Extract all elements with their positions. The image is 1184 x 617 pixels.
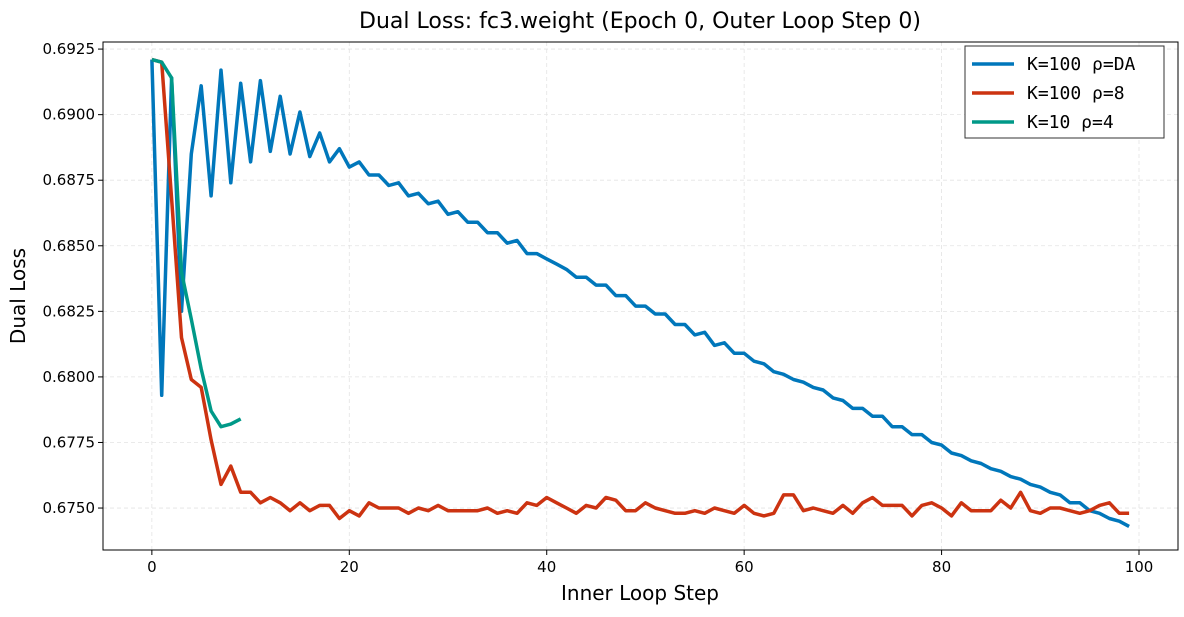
series-lines: [150, 57, 1130, 528]
y-tick-label: 0.6800: [43, 368, 96, 386]
x-tick-label: 20: [340, 558, 359, 576]
y-tick-label: 0.6850: [43, 237, 96, 255]
y-tick-label: 0.6775: [43, 433, 96, 451]
y-tick-label: 0.6875: [43, 171, 96, 189]
y-tick-label: 0.6900: [43, 106, 96, 124]
x-tick-label: 60: [735, 558, 754, 576]
legend-label: K=10 ρ=4: [1027, 112, 1114, 133]
x-axis-ticks: 0 20 40 60 80 100: [147, 550, 1153, 576]
x-axis-label: Inner Loop Step: [561, 581, 719, 605]
x-tick-label: 100: [1125, 558, 1154, 576]
legend-label: K=100 ρ=DA: [1027, 54, 1136, 75]
series-line-2: [151, 57, 242, 429]
x-tick-label: 40: [537, 558, 556, 576]
x-tick-label: 0: [147, 558, 157, 576]
y-tick-label: 0.6925: [43, 40, 96, 58]
x-tick-label: 80: [932, 558, 951, 576]
y-axis-label: Dual Loss: [6, 248, 30, 344]
series-line-1: [151, 57, 1130, 521]
y-tick-label: 0.6825: [43, 302, 96, 320]
plot-frame: [102, 41, 1179, 551]
y-tick-label: 0.6750: [43, 499, 96, 517]
chart-title: Dual Loss: fc3.weight (Epoch 0, Outer Lo…: [359, 9, 921, 34]
legend-label: K=100 ρ=8: [1027, 83, 1125, 104]
legend: K=100 ρ=DA K=100 ρ=8 K=10 ρ=4: [964, 45, 1165, 139]
y-axis-ticks: 0.6750 0.6775 0.6800 0.6825 0.6850 0.6875 0.69…: [43, 40, 103, 517]
series-line-0: [150, 59, 1130, 528]
